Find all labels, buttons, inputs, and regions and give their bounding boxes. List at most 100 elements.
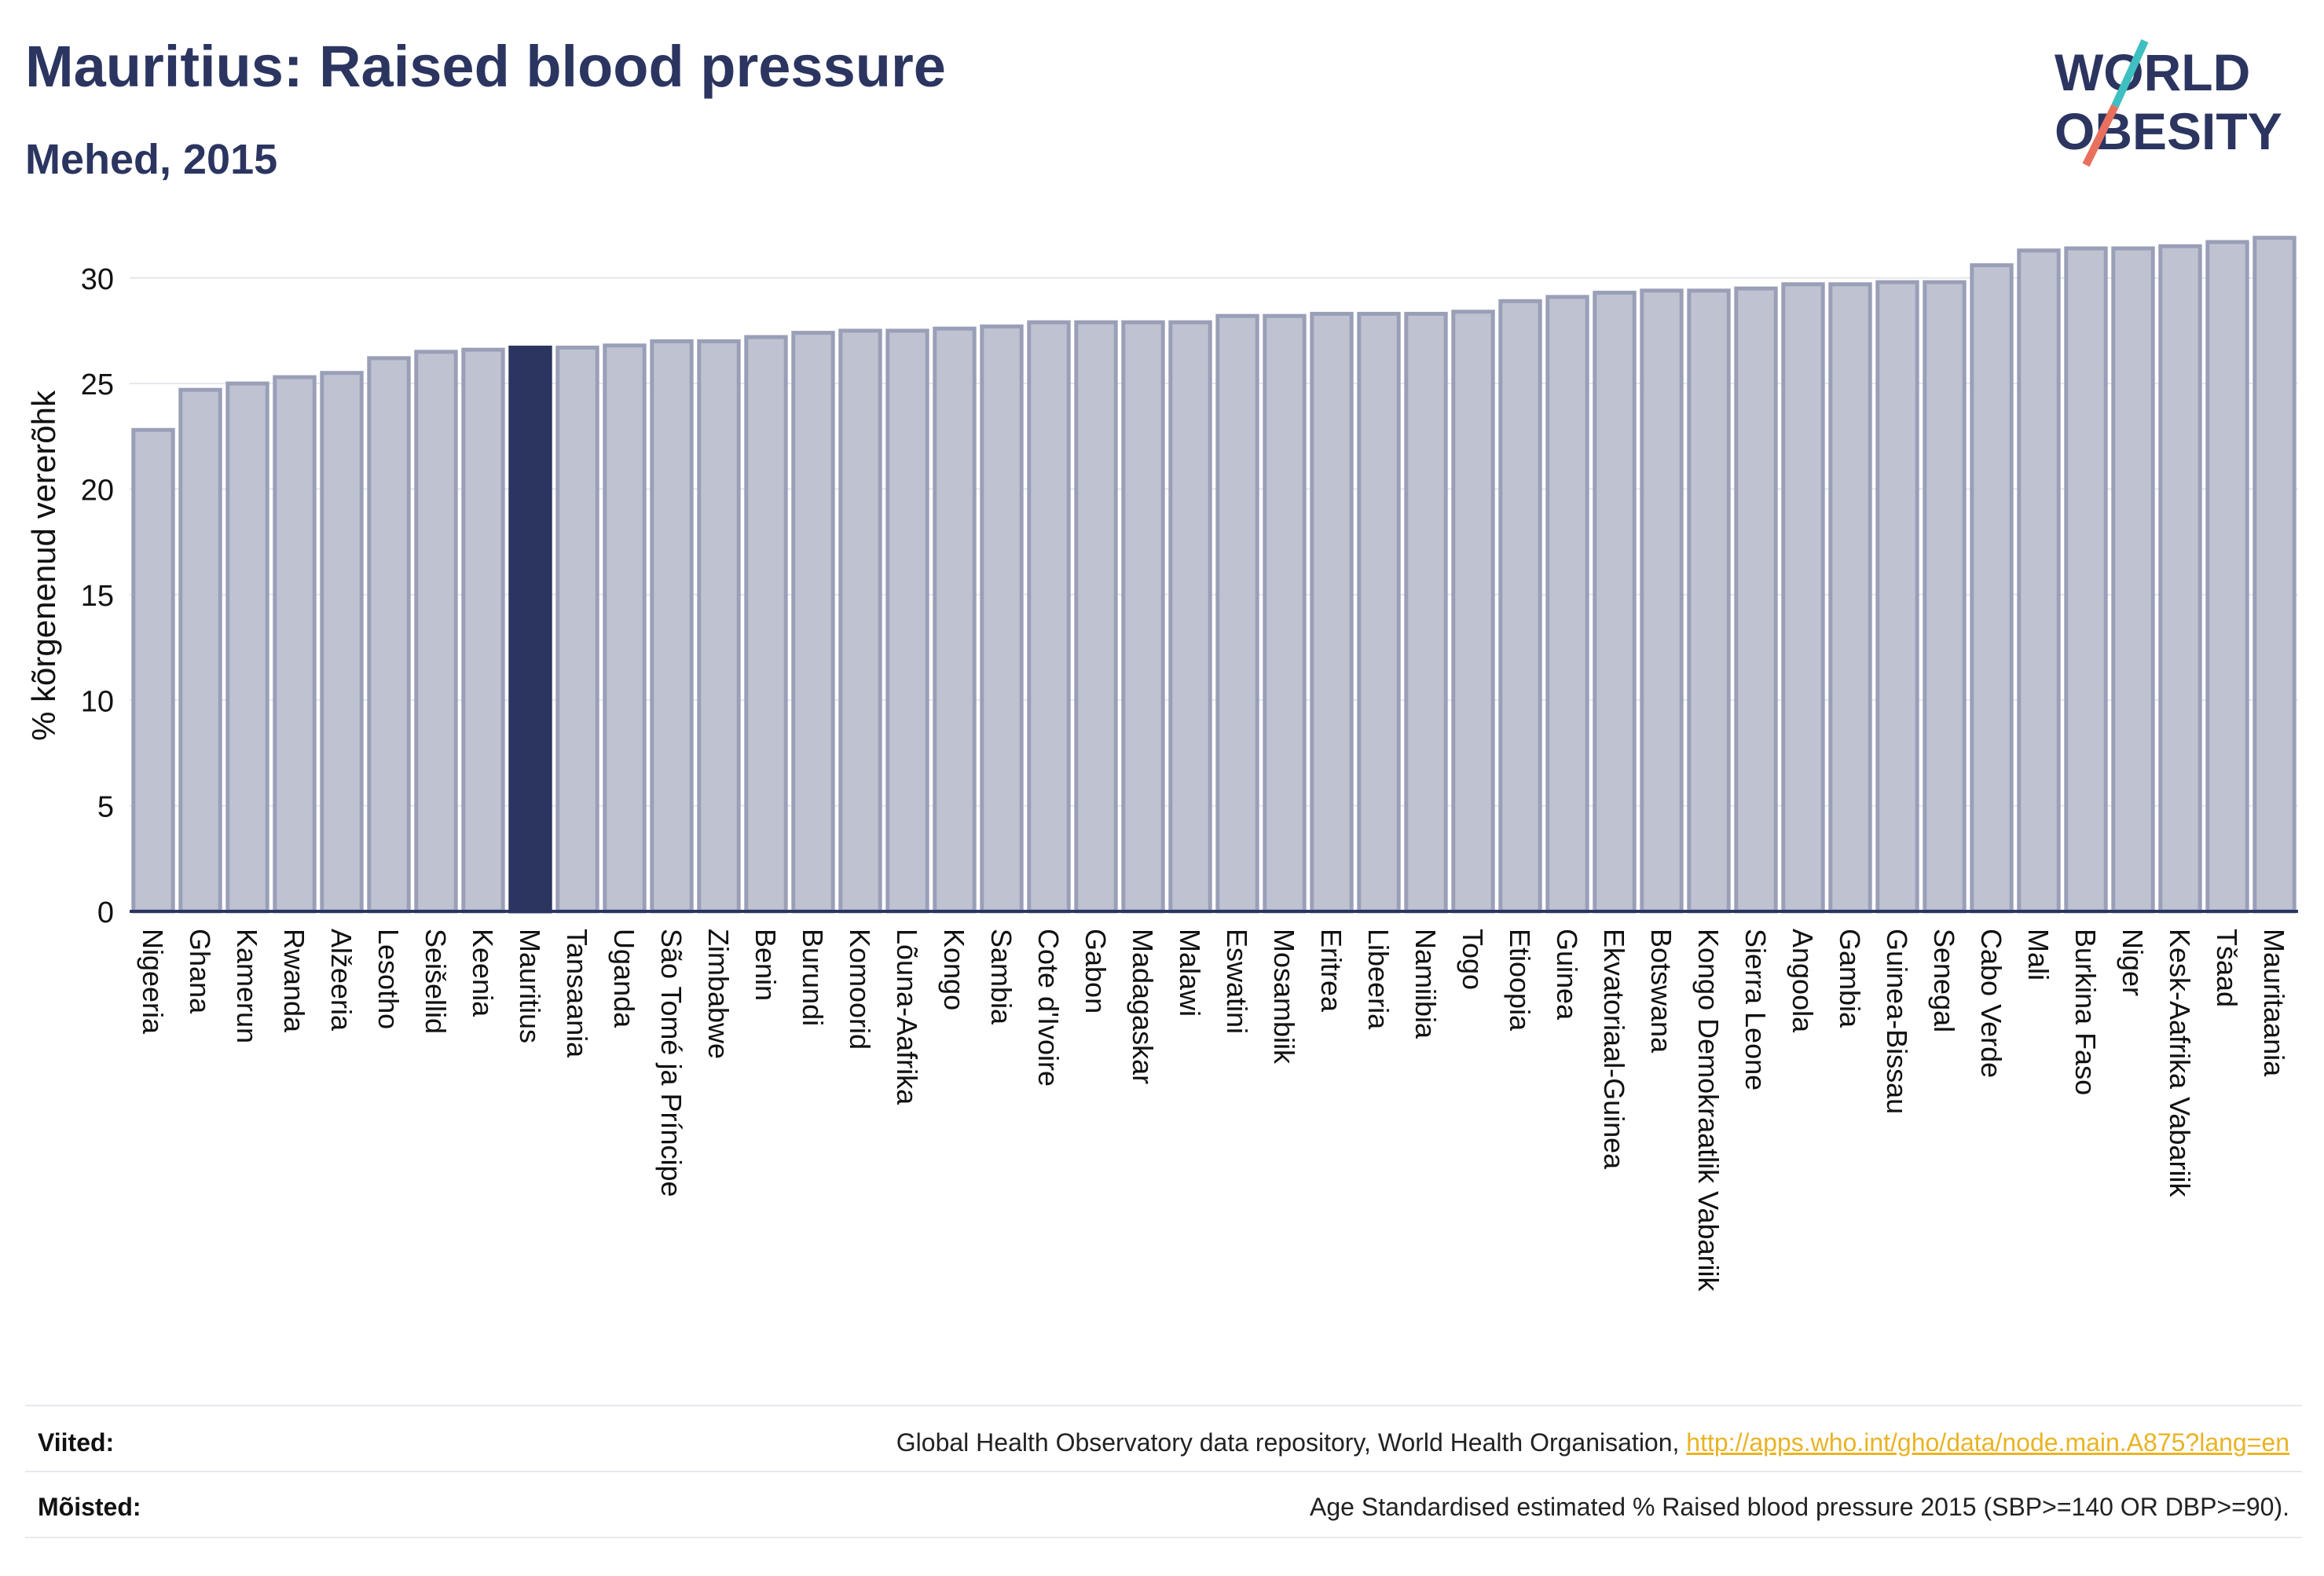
footer-sources-row: Viited: Global Health Observatory data r… — [25, 1414, 2302, 1471]
bar-kesk-aafrika-vabariik — [2158, 244, 2202, 914]
bar-l-una-aafrika — [885, 328, 929, 914]
bars — [130, 236, 2298, 914]
x-tick-label: Lesotho — [372, 929, 405, 1029]
x-tick-label: Kesk-Aafrika Vabariik — [2164, 929, 2196, 1197]
y-axis-label: % kõrgenenud vererõhk — [25, 390, 62, 741]
x-tick-label: Namiibia — [1409, 929, 1442, 1039]
y-tick-label: 10 — [81, 685, 114, 718]
bar-eswatini — [1215, 313, 1259, 914]
x-tick-label: Eritrea — [1315, 929, 1347, 1013]
x-tick-label: Seišellid — [420, 929, 452, 1034]
x-tick-label: Kamerun — [231, 929, 263, 1043]
x-tick-labels: Nigeeria Ghana Kamerun Rwanda Alžeeria Lesoth… — [137, 929, 2290, 1292]
x-tick-label: Eswatini — [1221, 929, 1253, 1034]
bar-tansaania — [555, 345, 599, 914]
x-tick-label: Gabon — [1080, 929, 1112, 1013]
bar-kamerun — [225, 381, 269, 914]
x-tick-label: Benin — [750, 929, 782, 1001]
bar-togo — [1451, 310, 1495, 914]
logo-slash-coral — [2082, 104, 2119, 167]
bar-komoorid — [838, 328, 882, 914]
bar-guinea — [1545, 295, 1589, 914]
definitions-value: Age Standardised estimated % Raised bloo… — [1310, 1493, 2289, 1521]
x-tick-label: Zimbabwe — [702, 929, 735, 1059]
sources-text: Global Health Observatory data repositor… — [896, 1428, 1687, 1457]
bar-angoola — [1781, 282, 1825, 914]
x-tick-label: Mauritius — [514, 929, 546, 1043]
logo-slash-teal — [2111, 38, 2149, 108]
x-tick-label: Ghana — [184, 929, 216, 1014]
footer-divider-bottom — [25, 1537, 2302, 1538]
footer-divider-top — [25, 1405, 2302, 1406]
bar-t-aad — [2205, 240, 2249, 914]
bar-ekvatoriaal-guinea — [1593, 291, 1637, 914]
bar-cote-d-ivoire — [1027, 320, 1071, 914]
bar-malawi — [1168, 320, 1212, 914]
bar-rwanda — [273, 375, 317, 914]
world-obesity-logo: WORLD OBESITY — [2055, 38, 2282, 167]
x-tick-label: Guinea — [1551, 929, 1583, 1021]
chart-title: Mauritius: Raised blood pressure — [25, 34, 946, 99]
y-tick-label: 15 — [81, 580, 114, 613]
x-tick-label: Cabo Verde — [1975, 929, 2007, 1078]
bar-mosambiik — [1263, 313, 1307, 914]
x-tick-label: Mauritaania — [2258, 929, 2290, 1077]
bar-lesotho — [367, 356, 411, 914]
bar-etioopia — [1498, 299, 1542, 914]
x-tick-label: Sambia — [985, 929, 1017, 1025]
x-tick-label: Mosambiik — [1268, 929, 1300, 1065]
x-tick-label: Alžeeria — [325, 929, 357, 1032]
bar-gabon — [1074, 320, 1118, 914]
x-tick-label: Komoorid — [844, 929, 876, 1050]
footer-definitions-row: Mõisted: Age Standardised estimated % Ra… — [25, 1480, 2302, 1537]
bar-mauritaania — [2253, 236, 2297, 914]
x-tick-label: Rwanda — [278, 929, 310, 1033]
bar-al-eeria — [320, 371, 364, 914]
x-tick-label: Gambia — [1834, 929, 1866, 1028]
bar-senegal — [1923, 280, 1967, 914]
y-tick-label: 0 — [97, 896, 114, 929]
bar-s-o-tom-ja-pr-ncipe — [650, 339, 694, 914]
bar-botswana — [1640, 288, 1684, 914]
bar-sierra-leone — [1734, 286, 1778, 914]
x-tick-label: Uganda — [608, 929, 640, 1028]
bar-benin — [744, 335, 788, 914]
sources-link[interactable]: http://apps.who.int/gho/data/node.main.A… — [1686, 1428, 2289, 1457]
bar-cabo-verde — [1970, 263, 2014, 914]
y-tick-labels: 0 5 10 15 20 25 30 — [81, 263, 114, 929]
y-tick-label: 20 — [81, 475, 114, 508]
x-tick-label: Burundi — [797, 929, 829, 1026]
bar-ghana — [178, 387, 222, 914]
x-tick-label: Niger — [2117, 929, 2149, 996]
x-tick-label: Keenia — [467, 929, 499, 1017]
x-tick-label: Tansaania — [561, 929, 593, 1058]
bar-keenia — [461, 347, 505, 914]
definitions-label: Mõisted: — [38, 1493, 141, 1521]
bar-madagaskar — [1121, 320, 1165, 914]
bar-libeeria — [1357, 311, 1401, 914]
x-tick-label: Mali — [2022, 929, 2055, 980]
bar-kongo-demokraatlik-vabariik — [1687, 288, 1731, 914]
logo-line1: WORLD — [2055, 43, 2250, 101]
x-tick-label: Malawi — [1174, 929, 1206, 1017]
x-tick-label: Botswana — [1645, 929, 1677, 1054]
bar-niger — [2111, 246, 2155, 914]
bar-sei-ellid — [414, 350, 458, 914]
x-tick-label: Burkina Faso — [2069, 929, 2102, 1095]
y-tick-label: 5 — [97, 791, 114, 824]
x-tick-label: Cote d'Ivoire — [1032, 929, 1065, 1087]
x-tick-label: Madagaskar — [1127, 929, 1159, 1084]
bar-nigeeria — [131, 427, 175, 914]
x-tick-label: Guinea-Bissau — [1881, 929, 1913, 1114]
bar-eritrea — [1310, 311, 1354, 914]
bar-kongo — [933, 326, 977, 914]
x-tick-label: Tšaad — [2211, 929, 2243, 1007]
bar-gambia — [1828, 282, 1872, 914]
x-tick-label: Kongo — [938, 929, 970, 1010]
x-tick-label: Kongo Demokraatlik Vabariik — [1692, 929, 1725, 1292]
bar-zimbabwe — [697, 339, 741, 914]
x-tick-label: Sierra Leone — [1739, 929, 1772, 1090]
bar-burkina-faso — [2064, 246, 2108, 914]
x-tick-label: Ekvatoriaal-Guinea — [1598, 929, 1630, 1170]
x-tick-label: Angoola — [1787, 929, 1819, 1033]
